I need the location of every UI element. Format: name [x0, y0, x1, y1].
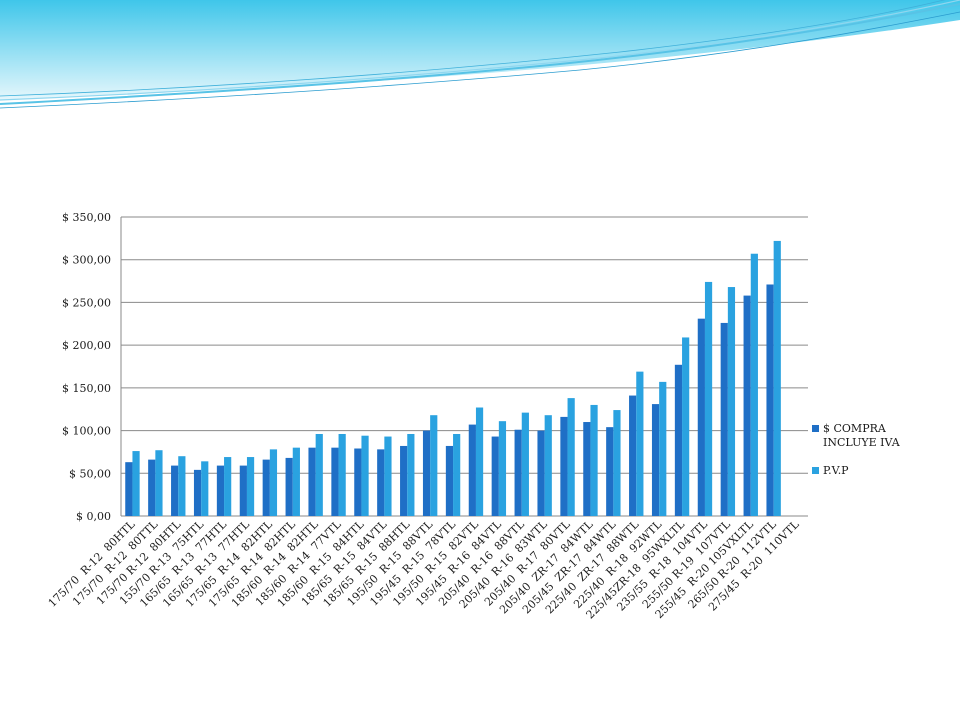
bar-pvp: [704, 281, 713, 516]
legend-label-pvp: P.V.P: [823, 464, 849, 477]
bar-compra: [377, 449, 385, 516]
bar-pvp: [682, 337, 690, 516]
bar-pvp: [315, 433, 323, 516]
bar-compra: [583, 422, 591, 516]
bar-pvp: [201, 461, 209, 516]
bar-compra: [308, 447, 316, 516]
bar-pvp: [361, 435, 369, 516]
bar-pvp: [659, 381, 667, 516]
bar-compra: [125, 462, 133, 516]
bar-pvp: [292, 447, 300, 516]
y-tick-label: $ 350,00: [62, 211, 111, 224]
bar-compra: [422, 430, 431, 516]
bar-compra: [216, 465, 225, 516]
bar-compra: [697, 318, 705, 516]
bar-pvp: [590, 404, 598, 516]
bar-compra: [537, 430, 545, 516]
bar-compra: [514, 429, 522, 516]
bar-compra: [651, 404, 660, 516]
bar-compra: [193, 469, 202, 516]
y-axis-ticks: $ 0,00 $ 50,00 $ 100,00 $ 150,00 $ 200,00 $ 2…: [62, 211, 111, 523]
legend-swatch-compra: [812, 425, 819, 432]
bar-pvp: [338, 433, 346, 516]
bar-pvp: [178, 456, 186, 516]
bar-pvp: [475, 407, 484, 516]
bar-pvp: [430, 415, 438, 516]
bar-pvp: [407, 433, 415, 516]
bar-compra: [468, 424, 476, 516]
bar-compra: [285, 457, 293, 516]
bar-compra: [171, 465, 179, 516]
bar-compra: [400, 445, 408, 516]
bar-compra: [331, 447, 339, 516]
bar-pvp: [453, 433, 461, 516]
bar-compra: [560, 416, 568, 516]
bar-pvp: [567, 398, 575, 516]
bar-compra: [445, 445, 454, 516]
bar-compra: [239, 465, 247, 516]
bar-pvp: [613, 410, 621, 516]
bar-compra: [720, 322, 728, 516]
bar-compra: [743, 295, 751, 516]
bar-compra: [629, 395, 637, 516]
y-tick-label: $ 250,00: [62, 296, 111, 309]
bar-compra: [148, 459, 156, 516]
bar-pvp: [384, 436, 392, 516]
bar-compra: [262, 459, 270, 516]
y-tick-label: $ 300,00: [62, 254, 111, 267]
bar-pvp: [224, 457, 232, 516]
bar-compra: [766, 284, 774, 516]
y-tick-label: $ 50,00: [69, 467, 111, 480]
bar-compra: [674, 364, 683, 516]
bar-pvp: [773, 240, 781, 517]
y-tick-label: $ 200,00: [62, 339, 111, 352]
bars: [125, 240, 781, 517]
y-tick-label: $ 0,00: [76, 510, 111, 523]
bar-compra: [491, 436, 499, 516]
bar-compra: [606, 427, 614, 516]
bar-pvp: [727, 287, 736, 516]
bar-pvp: [521, 412, 529, 516]
bar-pvp: [544, 415, 552, 516]
gridlines: [120, 216, 808, 517]
bar-pvp: [750, 253, 758, 517]
bar-pvp: [155, 450, 163, 516]
bar-pvp: [636, 371, 644, 516]
legend-label-compra: $ COMPRA INCLUYE IVA: [823, 422, 901, 449]
legend: $ COMPRA INCLUYE IVA P.V.P: [812, 422, 901, 477]
bar-pvp: [246, 457, 255, 516]
y-tick-label: $ 150,00: [62, 382, 111, 395]
bar-compra: [354, 448, 362, 516]
bar-pvp: [132, 451, 140, 516]
bar-pvp: [498, 421, 507, 516]
y-tick-label: $ 100,00: [62, 425, 111, 438]
bar-pvp: [269, 449, 278, 516]
legend-swatch-pvp: [812, 467, 819, 474]
